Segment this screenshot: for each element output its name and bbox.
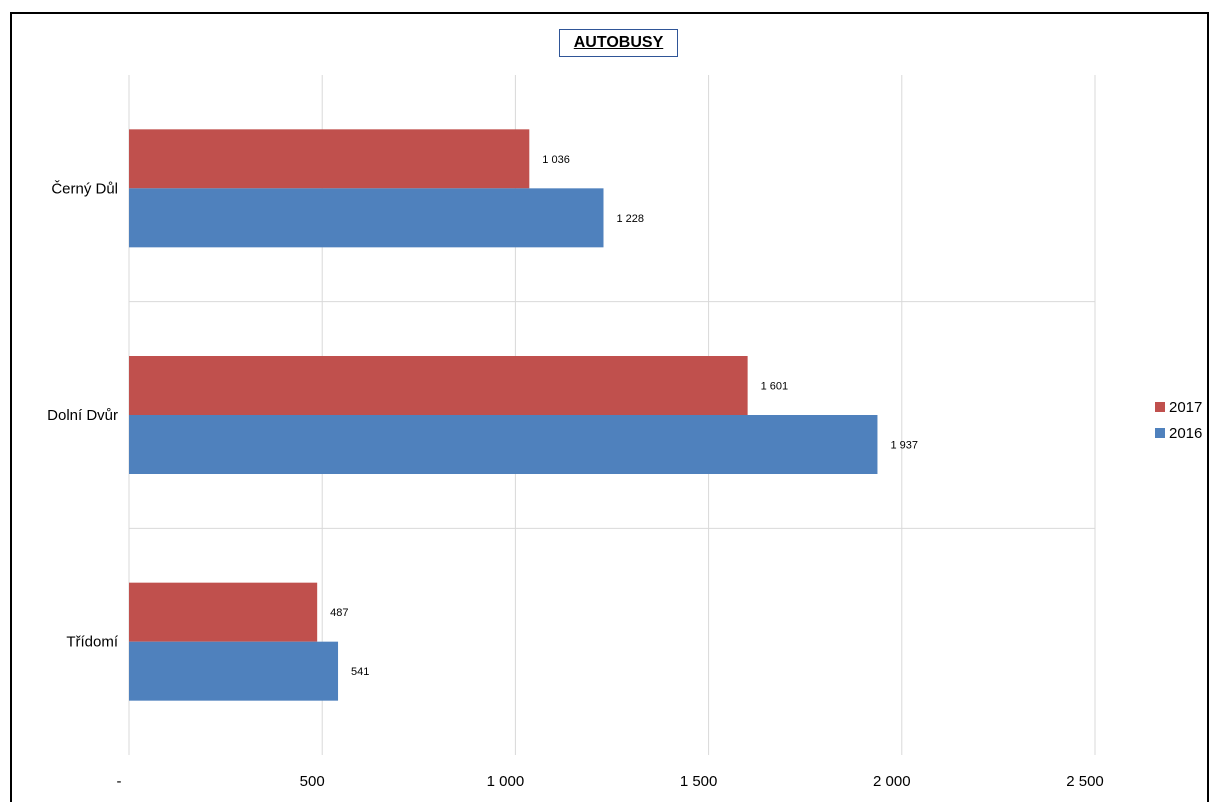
- x-tick-label: 1 500: [680, 773, 718, 790]
- chart-frame: [10, 12, 1209, 802]
- x-tick-label: 500: [300, 773, 325, 790]
- category-label: Dolní Dvůr: [47, 407, 118, 424]
- x-tick-label: 2 500: [1066, 773, 1104, 790]
- x-tick-label: -: [117, 773, 122, 790]
- category-label: Černý Důl: [51, 180, 118, 197]
- data-label: 1 601: [761, 381, 789, 393]
- bar-2016: [129, 415, 878, 474]
- bar-2017: [129, 356, 748, 415]
- data-label: 1 228: [616, 213, 644, 225]
- bar-2016: [129, 641, 339, 701]
- legend-label: 2016: [1169, 425, 1202, 442]
- x-tick-label: 1 000: [487, 773, 525, 790]
- legend-swatch: [1155, 402, 1165, 412]
- data-label: 1 036: [542, 154, 570, 166]
- category-label: Třídomí: [66, 634, 119, 651]
- chart-title: AUTOBUSY: [559, 29, 678, 57]
- legend-label: 2017: [1169, 399, 1202, 416]
- bar-2016: [129, 188, 604, 248]
- bar-2017: [129, 582, 318, 642]
- data-label: 1 937: [890, 440, 918, 452]
- x-tick-label: 2 000: [873, 773, 911, 790]
- bar-2017: [129, 129, 530, 189]
- data-label: 487: [330, 607, 348, 619]
- data-label: 541: [351, 666, 369, 678]
- legend-swatch: [1155, 428, 1165, 438]
